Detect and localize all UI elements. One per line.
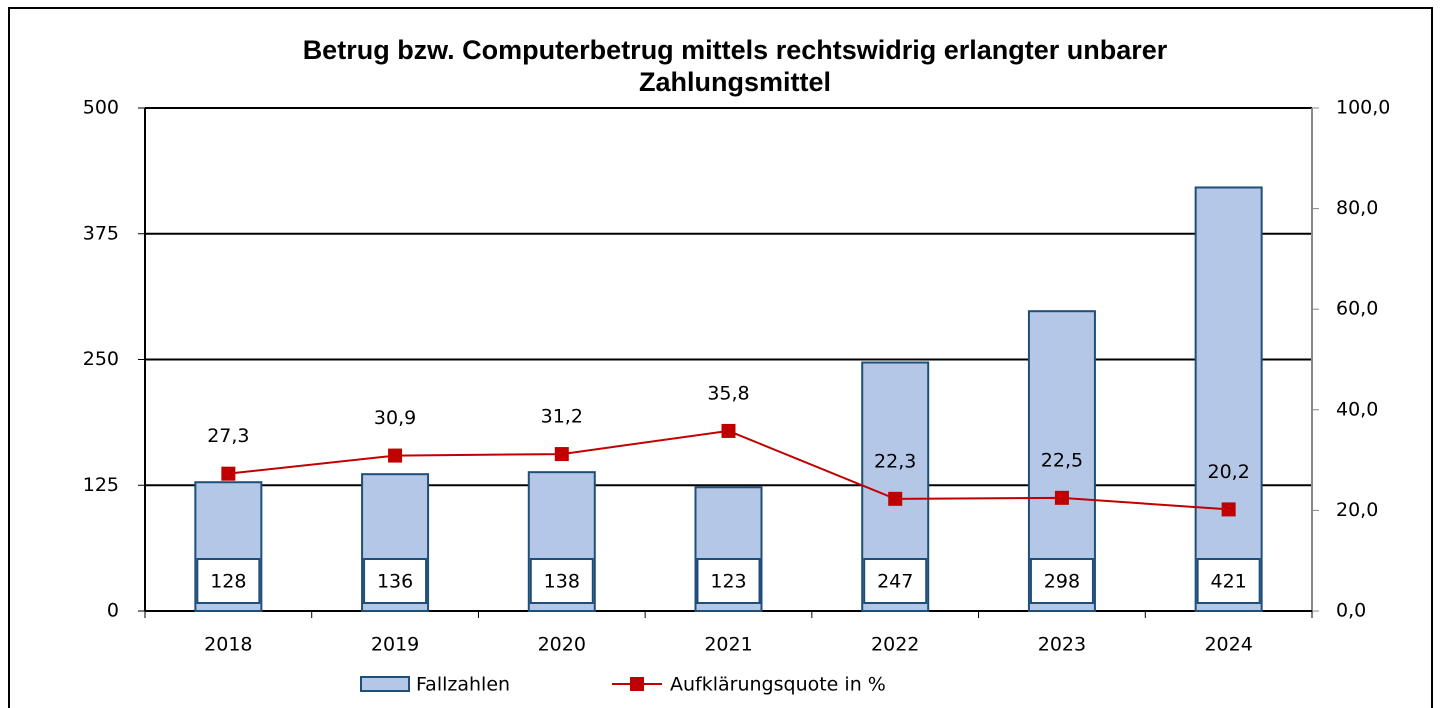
- bar-label-box: [696, 558, 761, 604]
- line-marker: [554, 447, 569, 462]
- line-label: 20,2: [1207, 461, 1249, 483]
- line-label: 22,3: [874, 450, 916, 472]
- bar-label: 421: [1211, 571, 1247, 593]
- bar-label: 247: [877, 571, 913, 593]
- y2-tick-label: 60,0: [1336, 298, 1378, 320]
- line-marker: [388, 448, 403, 463]
- legend-label: Aufklärungsquote in %: [670, 674, 886, 696]
- legend-swatch: [360, 676, 410, 692]
- line-marker: [888, 491, 903, 506]
- y-tick-label: 500: [83, 97, 119, 119]
- x-tick-label: 2021: [704, 634, 752, 656]
- x-tick-label: 2019: [371, 634, 419, 656]
- line-marker: [1221, 502, 1236, 517]
- line-marker: [221, 466, 236, 481]
- bar-label-box: [1029, 558, 1094, 604]
- bar-label: 138: [544, 571, 580, 593]
- bar-label-box: [529, 558, 594, 604]
- bar-label-box: [196, 558, 261, 604]
- bar-label: 136: [377, 571, 413, 593]
- bar-label: 128: [210, 571, 246, 593]
- y2-tick-label: 20,0: [1336, 499, 1378, 521]
- chart-frame: [8, 7, 1433, 708]
- y2-tick-label: 0,0: [1336, 600, 1366, 622]
- y-tick-label: 0: [107, 600, 119, 622]
- line-marker: [1054, 490, 1069, 505]
- y-tick-label: 375: [83, 222, 119, 244]
- y2-tick-label: 40,0: [1336, 398, 1378, 420]
- x-tick-label: 2024: [1204, 634, 1252, 656]
- x-tick-label: 2022: [871, 634, 919, 656]
- bar-label-box: [863, 558, 928, 604]
- bar: [1194, 186, 1263, 612]
- chart-title: Betrug bzw. Computerbetrug mittels recht…: [302, 35, 1168, 97]
- y-tick-label: 250: [83, 348, 119, 370]
- line-label: 30,9: [374, 407, 416, 429]
- y2-tick-label: 80,0: [1336, 197, 1378, 219]
- bar-label: 298: [1044, 571, 1080, 593]
- y-tick-label: 125: [83, 474, 119, 496]
- legend-label: Fallzahlen: [416, 674, 510, 696]
- line-marker: [721, 423, 736, 438]
- line-label: 27,3: [207, 425, 249, 447]
- bar-label-box: [363, 558, 428, 604]
- line-label: 31,2: [541, 406, 583, 428]
- x-tick-label: 2018: [204, 634, 252, 656]
- bar-label-box: [1196, 558, 1261, 604]
- bar-label: 123: [710, 571, 746, 593]
- y2-tick-label: 100,0: [1336, 97, 1390, 119]
- line-label: 22,5: [1041, 449, 1083, 471]
- x-tick-label: 2023: [1038, 634, 1086, 656]
- line-label: 35,8: [707, 382, 749, 404]
- legend-marker: [630, 677, 644, 691]
- x-tick-label: 2020: [538, 634, 586, 656]
